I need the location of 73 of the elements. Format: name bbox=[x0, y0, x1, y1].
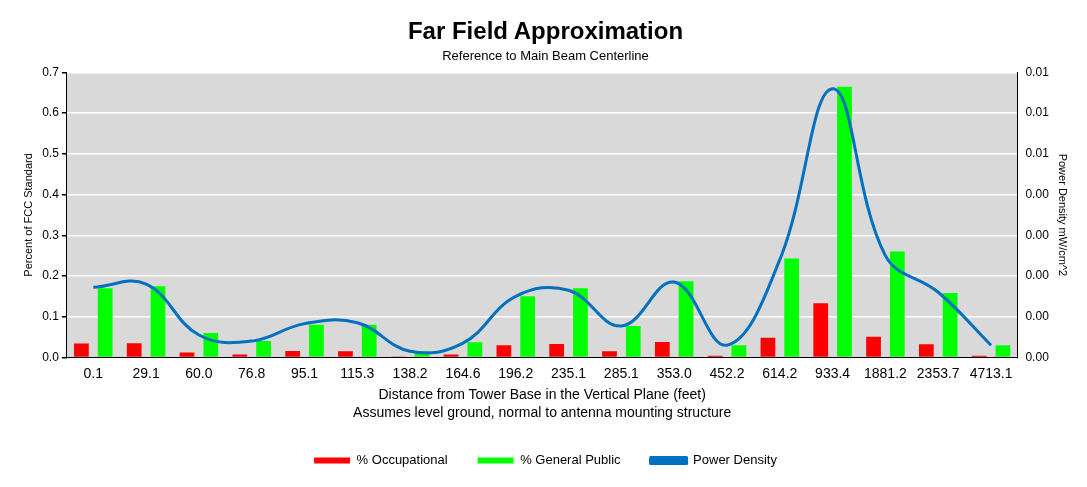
bar bbox=[126, 343, 142, 357]
bar bbox=[837, 86, 852, 357]
bar bbox=[467, 342, 483, 357]
x-tick-label: 29.1 bbox=[132, 364, 160, 381]
x-tick-label: 614.2 bbox=[762, 364, 798, 381]
bar bbox=[285, 350, 301, 357]
x-tick-label: 115.3 bbox=[340, 364, 375, 381]
x-tick-label: 452.2 bbox=[709, 364, 745, 381]
bar bbox=[866, 336, 881, 357]
bar bbox=[549, 343, 565, 357]
x-tick-label: 285.1 bbox=[603, 364, 640, 381]
x-tick-label: 353.0 bbox=[656, 364, 692, 381]
x-tick-label: 2353.7 bbox=[916, 364, 960, 381]
bar bbox=[361, 324, 377, 357]
bar bbox=[309, 324, 324, 357]
bar bbox=[602, 351, 617, 357]
y2-tick-label: 0.01 bbox=[1025, 64, 1050, 79]
y2-tick-label: 0.00 bbox=[1025, 349, 1050, 364]
y2-tick-label: 0.01 bbox=[1025, 105, 1050, 120]
bar bbox=[179, 352, 195, 357]
bar bbox=[573, 288, 588, 357]
bar bbox=[256, 341, 271, 357]
y-tick-label: 0.7 bbox=[42, 64, 60, 79]
bar bbox=[97, 288, 113, 357]
y-tick-label: 0.4 bbox=[42, 186, 60, 201]
bar bbox=[995, 345, 1011, 357]
x-tick-label: 1881.2 bbox=[864, 364, 908, 381]
x-tick-label: 164.6 bbox=[445, 364, 481, 381]
text: Assumes level ground, normal to antenna mounting structure bbox=[353, 403, 732, 420]
y-tick-label: 0.2 bbox=[42, 268, 60, 283]
bar bbox=[496, 345, 512, 357]
bar bbox=[918, 344, 934, 357]
bar bbox=[889, 251, 905, 357]
bar bbox=[813, 303, 829, 357]
legend-label: Power Density bbox=[693, 452, 778, 468]
bar bbox=[338, 351, 353, 357]
y2-tick-label: 0.00 bbox=[1025, 227, 1050, 242]
x-tick-label: 60.0 bbox=[185, 364, 213, 381]
y-tick-label: 0.6 bbox=[42, 105, 60, 120]
bar bbox=[74, 343, 89, 357]
y-axis-title: Percent of FCC Standard bbox=[21, 153, 34, 277]
y-tick-label: 0.1 bbox=[42, 309, 60, 323]
x-tick-label: 933.4 bbox=[815, 364, 851, 381]
bar bbox=[731, 345, 747, 357]
y2-tick-label: 0.00 bbox=[1025, 268, 1050, 283]
bar bbox=[654, 341, 670, 357]
bar bbox=[625, 326, 641, 357]
x-axis-title: Distance from Tower Base in the Vertical Plane (feet) bbox=[378, 386, 706, 403]
x-tick-label: 0.1 bbox=[83, 364, 104, 381]
legend-label: % Occupational bbox=[356, 452, 448, 468]
y-tick-label: 0.3 bbox=[42, 227, 60, 242]
y-tick-label: 0.0 bbox=[42, 349, 60, 364]
y-tick-label: 0.5 bbox=[42, 146, 60, 161]
legend-label: % General Public bbox=[520, 452, 622, 468]
bar bbox=[678, 281, 694, 357]
x-tick-label: 95.1 bbox=[290, 364, 319, 381]
bar bbox=[232, 354, 248, 357]
x-tick-label: 4713.1 bbox=[969, 364, 1013, 381]
bar bbox=[150, 286, 166, 357]
x-tick-label: 235.1 bbox=[551, 364, 587, 381]
bar bbox=[784, 258, 800, 357]
bar bbox=[520, 296, 536, 357]
x-tick-label: 196.2 bbox=[498, 364, 534, 381]
y2-axis-title: Power Density mW/cm^2 bbox=[1057, 153, 1070, 277]
bar bbox=[443, 354, 459, 357]
y2-tick-label: 0.00 bbox=[1025, 309, 1050, 323]
y2-tick-label: 0.00 bbox=[1025, 186, 1050, 201]
bar bbox=[760, 337, 776, 357]
x-tick-label: 138.2 bbox=[392, 364, 428, 381]
x-tick-label: 76.8 bbox=[238, 364, 266, 381]
y2-tick-label: 0.01 bbox=[1025, 146, 1050, 161]
chart-title: Far Field Approximation bbox=[407, 17, 684, 45]
chart-subtitle: Reference to Main Beam Centerline bbox=[442, 48, 649, 64]
